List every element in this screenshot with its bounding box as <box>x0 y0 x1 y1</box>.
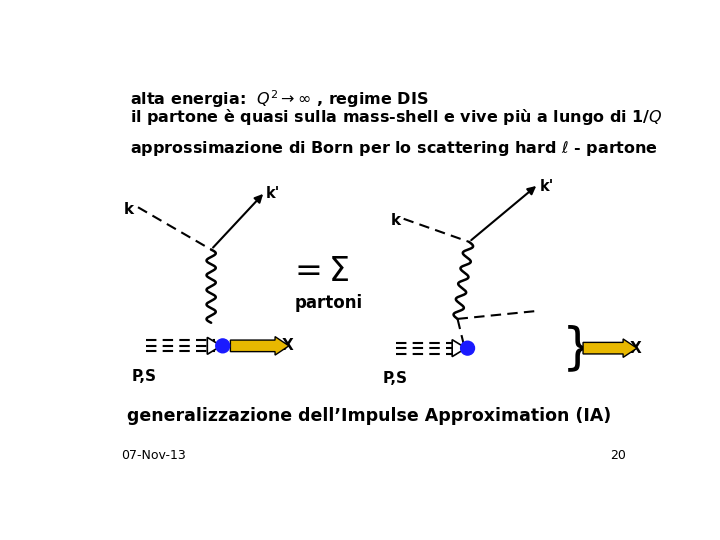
Text: X: X <box>629 341 641 356</box>
Text: 07-Nov-13: 07-Nov-13 <box>121 449 186 462</box>
Text: $= \Sigma$: $= \Sigma$ <box>288 255 350 288</box>
Text: k': k' <box>540 179 554 194</box>
Text: generalizzazione dell’Impulse Approximation (IA): generalizzazione dell’Impulse Approximat… <box>127 408 611 426</box>
Text: approssimazione di Born per lo scattering hard $\ell$ - partone: approssimazione di Born per lo scatterin… <box>130 139 658 158</box>
Text: alta energia:  $Q^2 \rightarrow \infty$ , regime DIS: alta energia: $Q^2 \rightarrow \infty$ ,… <box>130 88 428 110</box>
Text: X: X <box>282 339 293 353</box>
Text: k: k <box>124 202 134 217</box>
FancyArrow shape <box>230 336 289 355</box>
Text: k': k' <box>266 186 280 201</box>
Text: 20: 20 <box>611 449 626 462</box>
Text: }: } <box>562 324 593 372</box>
Polygon shape <box>207 338 221 354</box>
Circle shape <box>461 341 474 355</box>
Text: partoni: partoni <box>295 294 363 312</box>
Text: P,S: P,S <box>383 372 408 386</box>
Text: P,S: P,S <box>132 369 157 384</box>
Circle shape <box>216 339 230 353</box>
Polygon shape <box>452 340 466 356</box>
FancyArrow shape <box>583 339 637 357</box>
Text: k: k <box>390 213 401 228</box>
Text: il partone è quasi sulla mass-shell e vive più a lungo di 1/$Q$: il partone è quasi sulla mass-shell e vi… <box>130 107 663 127</box>
